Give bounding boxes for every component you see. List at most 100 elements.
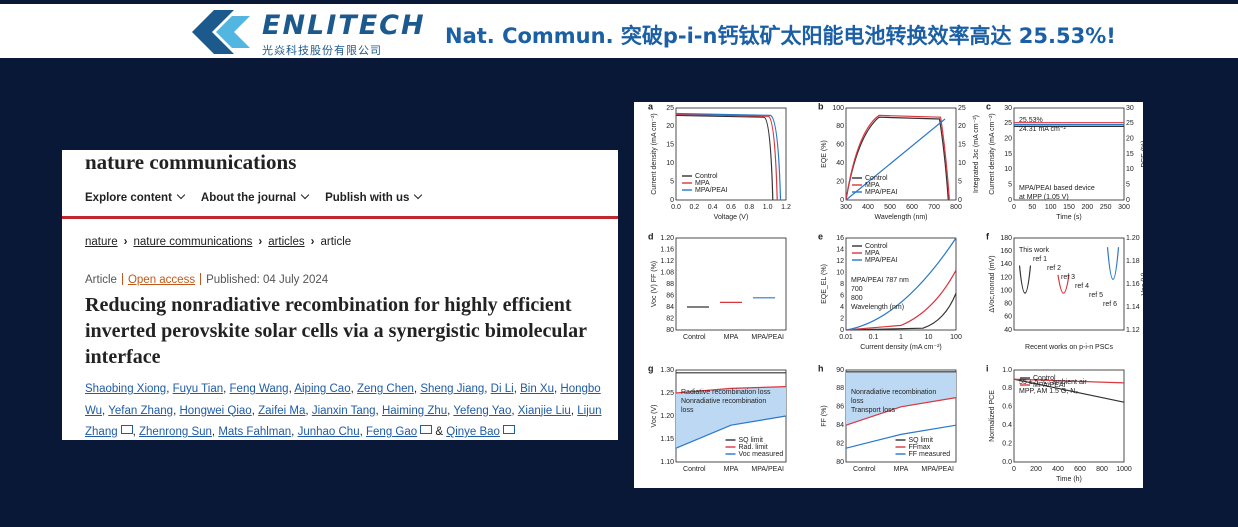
author[interactable]: Hongbo Wu [85, 383, 601, 417]
y2-tick-label: 10 [1126, 166, 1134, 173]
crumb[interactable]: nature communications [133, 236, 253, 248]
journal-name[interactable]: nature communications [85, 150, 297, 174]
logo [192, 10, 250, 54]
legend-label: SQ limit [909, 437, 934, 444]
y-tick-label: 8 [840, 281, 844, 288]
author[interactable]: Yefan Zhang [108, 404, 174, 417]
y2-tick-label: 20 [1126, 136, 1134, 143]
author[interactable]: Aiping Cao [294, 383, 351, 395]
y-axis-label: EQE_EL (%) [821, 264, 828, 304]
author[interactable]: Xianjie Liu [517, 404, 571, 417]
separator: , [211, 426, 216, 438]
y-tick-label: 1.20 [660, 235, 674, 242]
curve [845, 424, 957, 449]
y-tick-label: 0.8 [1002, 385, 1012, 392]
author[interactable]: Zeng Chen [357, 383, 414, 395]
curve [675, 113, 778, 201]
y-tick-label: 0.2 [1002, 440, 1012, 447]
y-tick-label: 20 [1004, 136, 1012, 143]
open-access[interactable]: Open access [127, 274, 196, 286]
author[interactable]: Junhao Chu [297, 426, 360, 438]
nav-item[interactable]: About the journal [201, 192, 308, 204]
crumb[interactable]: articles [268, 236, 305, 248]
x-tick-label: 300 [840, 204, 852, 211]
y-tick-label: 60 [836, 142, 844, 149]
nav-item[interactable]: Explore content [85, 192, 184, 204]
plot-frame [675, 237, 787, 331]
banner: ENLITECH 光焱科技股份有限公司 Nat. Commun. 突破p-i-n… [0, 4, 1238, 58]
author[interactable]: Hongwei Qiao [179, 404, 252, 417]
annotation: ref 2 [1047, 265, 1061, 272]
x-tick-label: 50 [1028, 204, 1036, 211]
y2-tick-label: 25 [958, 105, 966, 112]
author[interactable]: Feng Wang [229, 383, 289, 395]
x-tick-label: 1 [899, 334, 903, 341]
y-axis-label: Current density (mA cm⁻²) [651, 113, 658, 195]
y-tick-label: 1.16 [660, 246, 674, 253]
article-meta: Article Open access Published: 04 July 202… [85, 273, 328, 286]
y2-tick-label: 15 [1126, 151, 1134, 158]
legend-label: Control [865, 175, 888, 182]
author[interactable]: Sheng Jiang [420, 383, 485, 395]
annotation: 25.53% [1019, 117, 1043, 124]
y2-tick-label: 0 [1126, 197, 1130, 204]
author[interactable]: Yefeng Yao [453, 404, 512, 417]
crumb: article [320, 236, 352, 248]
x-tick-label: 0.1 [869, 334, 879, 341]
legend-label: MPA [865, 250, 880, 257]
x-tick-label: 500 [884, 204, 896, 211]
y-tick-label: 25 [1004, 120, 1012, 127]
annotation: ref 6 [1103, 301, 1117, 308]
panel: a 0 5 10 15 20 25 0.0 0.2 0.4 0.6 0.8 1.0 1.2 Voltage … [648, 102, 791, 221]
x-tick-label: 0 [1012, 466, 1016, 473]
y-tick-label: 100 [832, 105, 844, 112]
curve [675, 415, 787, 449]
panel-letter: b [818, 102, 824, 111]
y-tick-label: 1.12 [660, 258, 674, 265]
annotation: MPA/PEAI 787 nm [851, 277, 909, 284]
crumb[interactable]: nature [85, 236, 118, 248]
author[interactable]: Fuyu Tian [172, 383, 224, 395]
annotation: MPP, AM 1.5 G, N₂ [1019, 388, 1078, 395]
author[interactable]: Mats Fahlman [218, 426, 292, 438]
author[interactable]: Feng Gao [366, 426, 418, 438]
email-icon[interactable] [120, 425, 133, 434]
y-tick-label: 0.4 [1002, 422, 1012, 429]
email-icon[interactable] [502, 425, 515, 434]
x-tick-label: 0.8 [744, 204, 754, 211]
email-icon[interactable] [420, 425, 433, 434]
x-tick-label: MPA [724, 466, 739, 473]
separator: , [251, 404, 255, 417]
annotation: MPA/PEAI based device [1019, 185, 1095, 192]
panel: g 1.10 1.15 1.20 1.25 1.30 Control MPA MPA/PEAI V… [648, 363, 787, 473]
plot-frame [1013, 237, 1125, 331]
author[interactable]: Zhenrong Sun [139, 426, 212, 438]
y-tick-label: 82 [836, 440, 844, 447]
separator: , [166, 383, 170, 395]
author[interactable]: Di Li [490, 383, 514, 395]
loss-region [846, 371, 956, 426]
curve [1106, 247, 1120, 280]
y-tick-label: 16 [836, 235, 844, 242]
author[interactable]: Zaifei Ma [258, 404, 306, 417]
author[interactable]: Haiming Zhu [381, 404, 448, 417]
author[interactable]: Shaobing Xiong [85, 383, 167, 395]
author[interactable]: Lijun Zhang [85, 404, 602, 439]
y-tick-label: 86 [666, 292, 674, 299]
panel-letter: a [648, 102, 654, 111]
x-tick-label: 800 [1096, 466, 1108, 473]
y-tick-label: 1.15 [660, 436, 674, 443]
y-tick-label: 15 [1004, 151, 1012, 158]
y-axis-label: Voc (V) FF (%) [651, 261, 658, 307]
y-tick-label: 25 [666, 105, 674, 112]
legend-label: FF measured [909, 451, 951, 458]
nav-item[interactable]: Publish with us [325, 192, 421, 204]
y-tick-label: 86 [836, 404, 844, 411]
author[interactable]: Qinye Bao [446, 426, 500, 438]
top-bar [0, 0, 1238, 4]
author[interactable]: Jianxin Tang [311, 404, 376, 417]
author[interactable]: Bin Xu [520, 383, 554, 395]
x-tick-label: MPA/PEAI [751, 466, 784, 473]
